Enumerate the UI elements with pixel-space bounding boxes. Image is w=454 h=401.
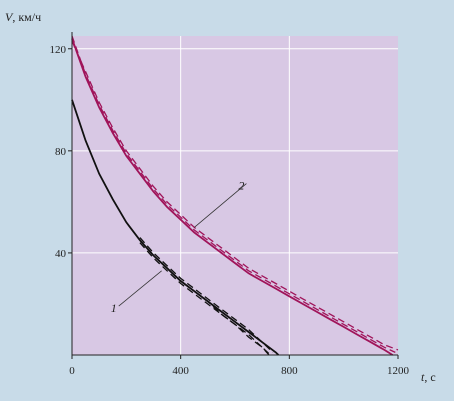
series-2-dashed-line (71, 35, 396, 353)
y-tick-label: 120 (50, 44, 67, 56)
series-2-solid-line (71, 38, 394, 356)
plot-area (72, 36, 398, 355)
x-tick-label: 1200 (387, 365, 410, 377)
curve-label-2: 2 (238, 179, 244, 193)
x-tick-label: 0 (69, 365, 75, 377)
annotation-leader-line (193, 183, 247, 228)
y-tick-label: 80 (55, 146, 67, 158)
curve-annotations: 12 (111, 179, 247, 315)
x-axis-label: t, с (421, 370, 436, 384)
y-tick-label: 40 (55, 248, 67, 260)
series-1-dashed-line (139, 239, 271, 356)
annotation-leader-line (118, 270, 162, 307)
series-1-dashed-line (139, 237, 274, 353)
curve-label-1: 1 (111, 301, 117, 315)
series-2-dashed-line (71, 40, 399, 351)
x-tick-label: 800 (281, 365, 298, 377)
tick-labels: 0 400 800 1200 40 80 120 (50, 44, 410, 377)
series-group (71, 35, 399, 356)
axes (68, 32, 399, 359)
x-tick-label: 400 (172, 365, 189, 377)
y-axis-label: V, км/ч (5, 10, 41, 24)
series-1-dashed-line (139, 242, 270, 356)
